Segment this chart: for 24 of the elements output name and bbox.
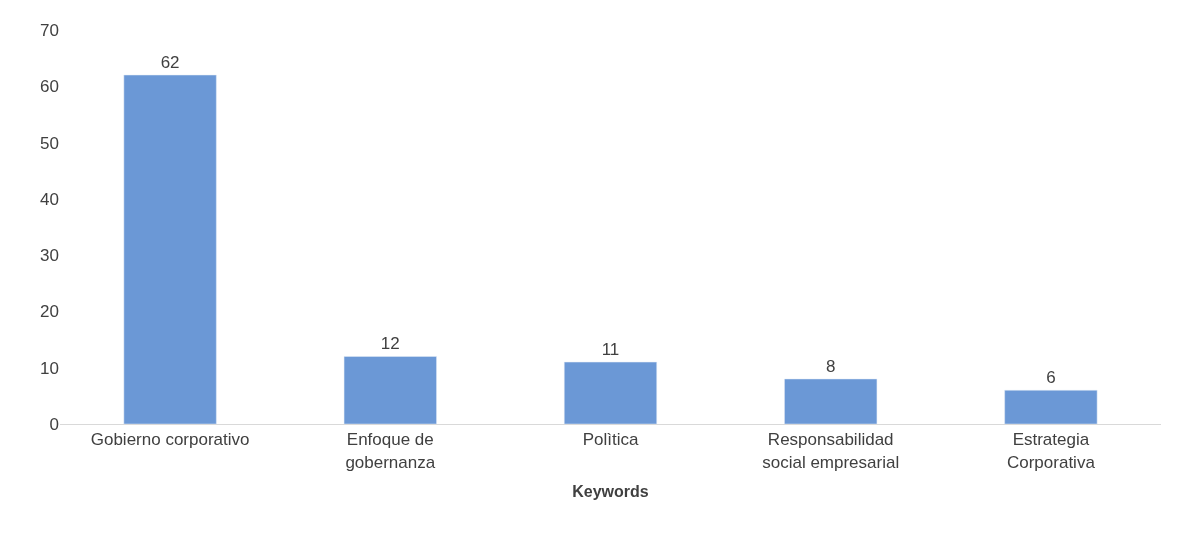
y-tick-label: 40 [40,189,59,209]
y-tick-label: 0 [49,414,59,434]
data-label: 6 [1046,368,1056,388]
y-tick-label: 10 [40,358,59,378]
bar [343,356,437,424]
x-tick-label: Enfoque de gobernanza [345,430,436,472]
data-label: 8 [825,356,836,376]
y-tick-label: 20 [40,302,59,322]
x-tick-label: Responsabilidad social empresarial [762,430,900,472]
data-label: 12 [380,334,400,354]
bar [564,361,657,424]
x-tick-label: Polìtica [582,430,639,450]
y-tick-label: 30 [40,246,59,266]
x-axis-title: Keywords [572,483,649,501]
data-label: 62 [160,53,180,73]
bar [784,378,878,424]
x-tick-label: Gobierno corporativo [90,430,250,450]
data-label: 11 [601,340,620,360]
y-tick-label: 50 [40,133,59,153]
x-tick-label: Estrategia Corporativa [1006,430,1096,472]
bar [1004,389,1098,424]
y-tick-label: 70 [40,20,59,40]
y-tick-label: 60 [40,77,59,97]
bar [123,74,217,424]
